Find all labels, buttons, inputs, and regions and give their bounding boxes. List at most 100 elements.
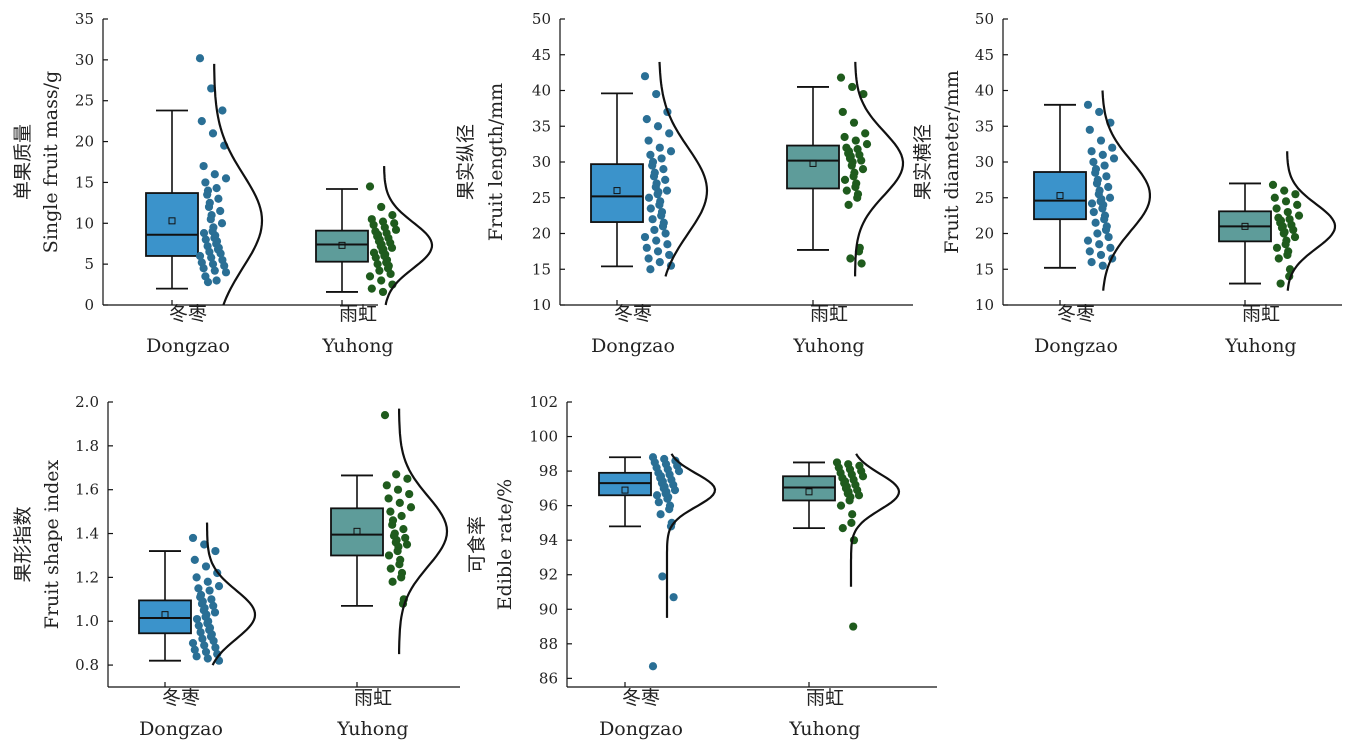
data-point [406,503,416,512]
data-point [201,562,211,571]
data-point [210,266,219,275]
category-label-cn: 雨虹 [1242,303,1280,325]
data-point [201,647,211,657]
data-point [847,161,856,170]
y-tick-label: 50 [532,10,551,28]
iqr-box [786,144,840,190]
data-point [858,165,868,174]
data-point [674,466,684,476]
y-tick-label: 100 [529,428,558,446]
series-dongzao: 冬枣 Dongzao [145,54,264,357]
data-point [386,507,395,516]
y-tick-label: 92 [539,566,558,584]
y-tick-label: 88 [539,635,558,653]
data-point [1098,150,1107,159]
chart-panel-3: 10 15 20 25 30 35 40 45 50 果实横径 Fruit diameter/mm 冬… [912,10,1342,357]
data-point [1100,161,1109,170]
data-point [646,265,655,274]
data-point [199,161,208,171]
data-point [640,232,650,242]
data-point [393,485,403,494]
data-point [1279,229,1288,238]
y-tick-label: 40 [975,82,994,100]
y-tick-label: 20 [75,133,94,151]
category-label-en: Yuhong [792,335,864,357]
data-point [386,269,395,279]
y-axis-label-cn: 果形指数 [12,506,34,582]
data-point [194,621,203,630]
category-label-en: Dongzao [599,718,683,740]
data-point [395,560,404,569]
data-point [198,634,207,643]
data-point [373,260,382,269]
mean-marker [1056,192,1064,200]
data-point [1283,250,1292,260]
series-dongzao: 冬枣 Dongzao [1033,90,1151,357]
data-point [858,472,868,481]
category-label-cn: 雨虹 [810,303,848,325]
data-point [1272,204,1281,213]
data-point [386,564,395,573]
data-point [206,215,215,224]
data-point [390,219,399,228]
y-tick-label: 10 [532,296,551,314]
data-point [200,641,209,650]
y-tick-label: 15 [75,173,94,191]
density-curve [213,63,264,306]
data-point [401,533,410,543]
chart-panel-1: 0 5 10 15 20 25 30 35 单果质量 Single fruit mass/g 冬枣 D… [12,10,434,357]
data-point [197,117,206,126]
y-axis-label-en: Fruit shape index [41,459,63,629]
data-point [365,182,375,191]
mean-marker [338,241,346,249]
data-point [194,584,203,593]
mean-marker [613,187,621,195]
mean-marker [161,611,169,619]
data-point [665,250,674,260]
data-point [365,272,375,281]
data-point [393,546,402,556]
data-point [656,510,665,519]
data-point [644,193,654,202]
data-point [1104,182,1113,192]
data-point [207,84,216,93]
chart-panel-2: 10 15 20 25 30 35 40 45 50 果实纵径 Fruit length/mm 冬枣 D… [455,10,913,357]
data-point [655,258,664,267]
data-point [209,636,218,646]
density-curve [383,166,434,306]
data-point [1283,207,1292,217]
data-point [1109,154,1119,163]
data-point [658,572,667,581]
category-label-en: Dongzao [146,335,230,357]
data-point [1083,100,1093,109]
data-point [192,652,201,661]
y-tick-label: 94 [539,531,558,549]
y-tick-label: 0 [84,296,94,314]
category-label-cn: 冬枣 [1057,303,1095,325]
data-point [655,143,664,152]
data-point [391,225,401,234]
y-tick-label: 35 [532,117,551,135]
data-point [1105,193,1115,202]
category-label-cn: 冬枣 [614,303,652,325]
data-point [1272,243,1282,252]
data-point [655,200,664,209]
data-point [382,481,391,490]
data-point [399,525,408,534]
category-label-cn: 冬枣 [622,687,660,709]
data-point [199,228,209,238]
y-tick-label: 20 [975,225,994,243]
data-point [218,106,227,115]
data-point [388,520,397,529]
y-tick-label: 10 [975,296,994,314]
data-point [217,219,227,228]
data-point [665,504,674,514]
data-point [640,72,650,81]
category-label-en: Dongzao [139,718,223,740]
data-point [844,200,853,209]
data-point [380,411,390,420]
data-point [208,260,218,269]
density-curve [1286,151,1337,291]
data-point [861,129,870,138]
data-point [849,118,859,127]
